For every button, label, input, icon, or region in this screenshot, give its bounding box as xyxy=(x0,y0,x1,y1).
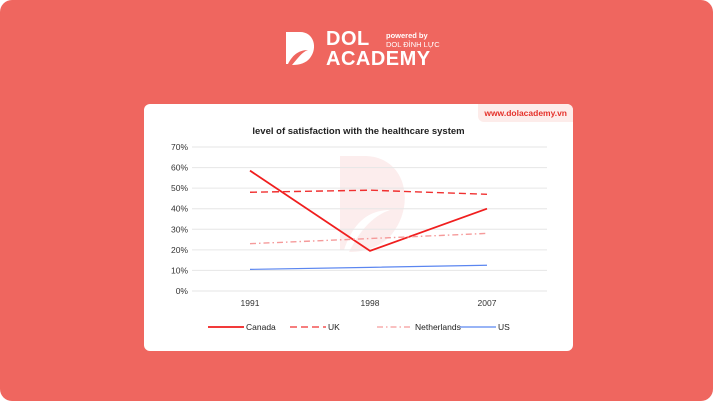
legend-label-us: US xyxy=(498,322,510,332)
x-tick-label: 1991 xyxy=(241,298,260,308)
powered-by-name: DOL ĐÌNH LỰC xyxy=(386,40,440,49)
watermark-logo xyxy=(340,156,405,252)
y-tick-label: 40% xyxy=(171,204,188,214)
y-tick-label: 60% xyxy=(171,163,188,173)
series-line-uk xyxy=(249,189,488,196)
y-tick-label: 30% xyxy=(171,224,188,234)
x-tick-label: 1998 xyxy=(361,298,380,308)
chart-title: level of satisfaction with the healthcar… xyxy=(252,126,465,137)
y-tick-label: 20% xyxy=(171,245,188,255)
legend-label-canada: Canada xyxy=(246,322,276,332)
x-tick-label: 2007 xyxy=(478,298,497,308)
dol-logo-icon xyxy=(286,32,315,65)
y-tick-label: 70% xyxy=(171,142,188,152)
powered-by-label: powered by xyxy=(386,31,428,40)
legend-label-netherlands: Netherlands xyxy=(415,322,461,332)
chart-card: www.dolacademy.vn level of satisfaction … xyxy=(144,104,573,351)
logo-text-academy: ACADEMY xyxy=(326,48,431,70)
legend-label-uk: UK xyxy=(328,322,340,332)
dol-academy-logo: DOL ACADEMY powered by DOL ĐÌNH LỰC xyxy=(284,28,444,70)
website-badge[interactable]: www.dolacademy.vn xyxy=(478,104,573,122)
y-tick-label: 50% xyxy=(171,183,188,193)
series-line-netherlands xyxy=(249,232,488,245)
y-tick-label: 0% xyxy=(176,286,189,296)
series-line-canada xyxy=(249,169,488,252)
logo-text-dol: DOL xyxy=(326,28,370,50)
series-line-us xyxy=(249,264,488,270)
line-chart: 0% 10% 20% 30% 40% 50% 60% 70% 1991 1998 2007 Canad… xyxy=(171,142,547,332)
y-tick-label: 10% xyxy=(171,265,188,275)
